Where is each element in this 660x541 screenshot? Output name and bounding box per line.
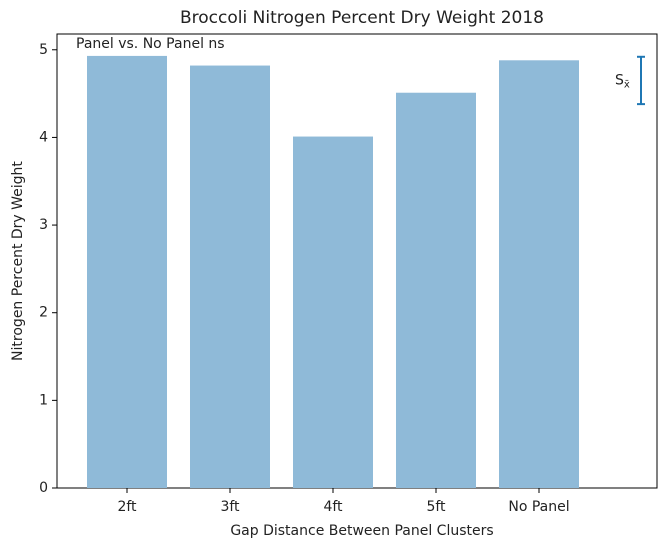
- x-tick-label: No Panel: [508, 499, 569, 515]
- error-label: Sx̄: [615, 72, 630, 90]
- annotation: Panel vs. No Panel ns: [76, 36, 225, 52]
- x-tick-label: 5ft: [426, 499, 446, 515]
- bar: [499, 60, 579, 489]
- y-tick-label: 5: [39, 42, 48, 58]
- error-label-sub: x̄: [624, 79, 630, 90]
- y-tick-label: 4: [39, 129, 48, 145]
- bar: [396, 92, 476, 488]
- y-tick-label: 3: [39, 217, 48, 233]
- x-tick-label: 3ft: [220, 499, 240, 515]
- bar: [190, 65, 270, 488]
- chart-title: Broccoli Nitrogen Percent Dry Weight 201…: [180, 8, 544, 28]
- y-tick-label: 2: [39, 305, 48, 321]
- x-axis-label: Gap Distance Between Panel Clusters: [230, 523, 493, 539]
- bar: [87, 55, 167, 489]
- y-tick-label: 1: [39, 392, 48, 408]
- bar: [293, 136, 373, 488]
- y-tick-label: 0: [39, 480, 48, 496]
- x-tick-label: 2ft: [117, 499, 137, 515]
- x-tick-label: 4ft: [323, 499, 343, 515]
- y-axis-label: Nitrogen Percent Dry Weight: [10, 161, 26, 361]
- error-label-main: S: [615, 72, 624, 88]
